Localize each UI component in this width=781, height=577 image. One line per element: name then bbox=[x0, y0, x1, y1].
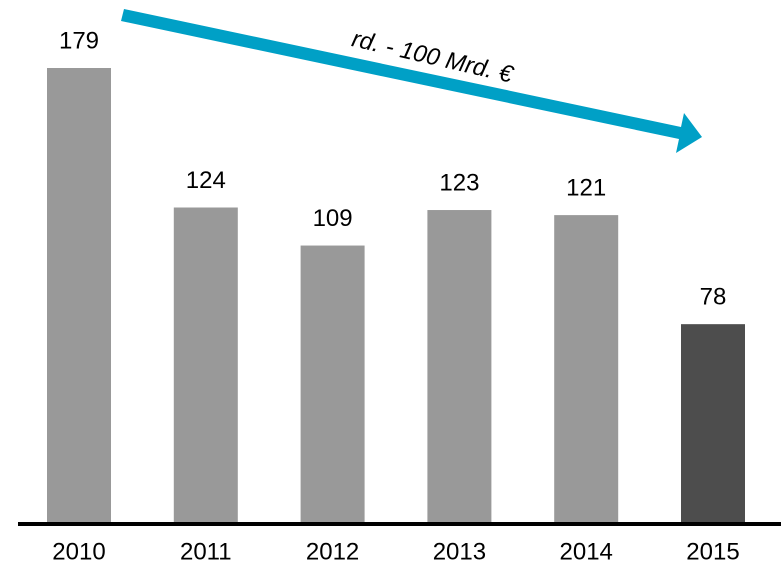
x-tick-label: 2013 bbox=[433, 538, 486, 565]
bar bbox=[47, 68, 111, 522]
value-label: 78 bbox=[700, 284, 727, 311]
x-tick-label: 2015 bbox=[686, 538, 739, 565]
bar bbox=[173, 207, 238, 523]
x-tick-label: 2010 bbox=[52, 538, 105, 565]
bar bbox=[427, 210, 492, 523]
value-label: 179 bbox=[59, 27, 99, 54]
bar bbox=[681, 324, 745, 522]
bar bbox=[554, 215, 619, 522]
value-label: 124 bbox=[186, 167, 226, 194]
x-tick-label: 2012 bbox=[306, 538, 359, 565]
x-tick-label: 2014 bbox=[560, 538, 613, 565]
bar bbox=[300, 245, 365, 522]
trend-arrow bbox=[121, 9, 702, 153]
value-label: 123 bbox=[439, 169, 479, 196]
value-label: 109 bbox=[313, 205, 353, 232]
x-tick-label: 2011 bbox=[180, 538, 232, 565]
value-label: 121 bbox=[566, 174, 606, 201]
